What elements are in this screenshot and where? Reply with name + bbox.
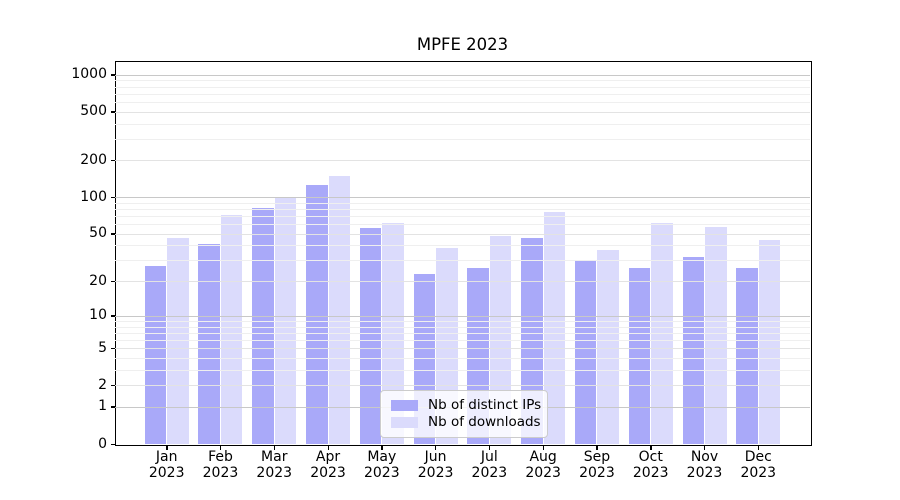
gridline-minor bbox=[115, 86, 810, 88]
legend-item-distinct-ips: Nb of distinct IPs bbox=[391, 397, 541, 414]
bar-apr-downloads bbox=[328, 175, 351, 444]
legend-swatch-distinct-ips bbox=[391, 400, 418, 411]
x-tickmark bbox=[704, 445, 706, 450]
bar-apr-ips bbox=[306, 185, 328, 444]
y-tickmark bbox=[110, 384, 115, 387]
x-tickmark bbox=[650, 445, 652, 450]
gridline-minor bbox=[115, 260, 810, 262]
legend-label-downloads: Nb of downloads bbox=[428, 414, 541, 430]
gridline-minor bbox=[115, 209, 810, 211]
x-ticklabel-jul: Jul 2023 bbox=[471, 449, 508, 481]
bar-nov-ips bbox=[682, 257, 704, 444]
y-tickmark bbox=[110, 196, 115, 199]
legend: Nb of distinct IPs Nb of downloads bbox=[380, 390, 548, 438]
y-ticklabel-2: 2 bbox=[98, 376, 107, 393]
gridline-100 bbox=[115, 197, 810, 199]
x-tickmark bbox=[542, 445, 545, 450]
y-ticklabel-50: 50 bbox=[89, 225, 107, 242]
gridline-10 bbox=[115, 315, 810, 317]
y-tickmark bbox=[110, 406, 115, 408]
y-ticklabel-10: 10 bbox=[89, 307, 107, 324]
legend-swatch-downloads bbox=[391, 417, 418, 428]
bar-jan-ips bbox=[144, 265, 167, 444]
x-ticklabel-may: May 2023 bbox=[363, 449, 400, 481]
gridline-50 bbox=[115, 233, 810, 235]
gridline-200 bbox=[115, 160, 810, 162]
gridline-minor bbox=[115, 369, 810, 371]
y-ticklabel-1: 1 bbox=[98, 398, 107, 415]
y-tickmark bbox=[110, 347, 115, 350]
x-tickmark bbox=[219, 445, 222, 450]
legend-label-distinct-ips: Nb of distinct IPs bbox=[428, 397, 542, 413]
gridline-minor bbox=[115, 101, 810, 103]
gridline-minor bbox=[115, 202, 810, 204]
gridline-minor bbox=[115, 123, 810, 125]
bar-jan-downloads bbox=[167, 238, 189, 444]
gridline-minor bbox=[115, 357, 810, 359]
gridline-2 bbox=[115, 385, 810, 387]
gridline-minor bbox=[115, 224, 810, 226]
bar-mar-downloads bbox=[274, 197, 297, 444]
bar-nov-downloads bbox=[705, 226, 727, 444]
y-ticklabel-5: 5 bbox=[98, 339, 107, 356]
bar-feb-ips bbox=[198, 244, 220, 444]
x-tickmark bbox=[757, 445, 760, 450]
chart-title: MPFE 2023 bbox=[416, 35, 509, 54]
x-ticklabel-apr: Apr 2023 bbox=[310, 449, 346, 481]
bar-mar-ips bbox=[252, 207, 274, 444]
x-ticklabel-dec: Dec 2023 bbox=[740, 449, 777, 481]
gridline-500 bbox=[115, 111, 810, 113]
gridline-1000 bbox=[115, 74, 810, 76]
gridline-minor bbox=[115, 320, 810, 322]
legend-item-downloads: Nb of downloads bbox=[391, 414, 541, 431]
gridline-minor bbox=[115, 326, 810, 328]
gridline-minor bbox=[115, 216, 810, 218]
y-tickmark bbox=[110, 233, 115, 235]
y-tickmark bbox=[110, 315, 115, 317]
y-tickmark bbox=[110, 74, 115, 76]
y-tickmark bbox=[110, 443, 115, 445]
x-tickmark bbox=[166, 445, 168, 450]
bar-dec-downloads bbox=[758, 240, 781, 444]
gridline-minor bbox=[115, 138, 810, 140]
bar-dec-ips bbox=[736, 267, 758, 444]
x-tickmark bbox=[273, 445, 276, 450]
x-tickmark bbox=[381, 445, 383, 450]
x-tickmark bbox=[596, 445, 598, 450]
y-tickmark bbox=[110, 280, 115, 283]
x-ticklabel-sep: Sep 2023 bbox=[579, 449, 615, 481]
gridline-5 bbox=[115, 348, 810, 350]
x-tickmark bbox=[488, 445, 491, 450]
y-ticklabel-20: 20 bbox=[89, 272, 107, 289]
y-ticklabel-1000: 1000 bbox=[71, 66, 107, 83]
x-ticklabel-feb: Feb 2023 bbox=[202, 449, 239, 481]
y-ticklabel-0: 0 bbox=[98, 435, 107, 452]
gridline-minor bbox=[115, 245, 810, 247]
y-ticklabel-200: 200 bbox=[80, 151, 107, 168]
x-tickmark bbox=[327, 445, 329, 450]
y-tickmark bbox=[110, 159, 115, 162]
x-ticklabel-nov: Nov 2023 bbox=[686, 449, 723, 481]
x-ticklabel-aug: Aug 2023 bbox=[525, 449, 561, 481]
bar-sep-downloads bbox=[597, 249, 619, 444]
x-ticklabel-mar: Mar 2023 bbox=[256, 449, 293, 481]
y-ticklabel-100: 100 bbox=[80, 188, 107, 205]
bar-oct-ips bbox=[628, 267, 651, 444]
x-ticklabel-jan: Jan 2023 bbox=[148, 449, 185, 481]
gridline-minor bbox=[115, 332, 810, 334]
y-tickmark bbox=[110, 111, 115, 113]
gridline-minor bbox=[115, 80, 810, 82]
bar-feb-downloads bbox=[220, 215, 243, 444]
x-ticklabel-oct: Oct 2023 bbox=[632, 449, 669, 481]
y-ticklabel-500: 500 bbox=[80, 103, 107, 120]
x-ticklabel-jun: Jun 2023 bbox=[417, 449, 454, 481]
gridline-minor bbox=[115, 93, 810, 95]
gridline-20 bbox=[115, 281, 810, 283]
bar-sep-ips bbox=[574, 260, 597, 444]
x-tickmark bbox=[435, 445, 437, 450]
gridline-minor bbox=[115, 339, 810, 341]
